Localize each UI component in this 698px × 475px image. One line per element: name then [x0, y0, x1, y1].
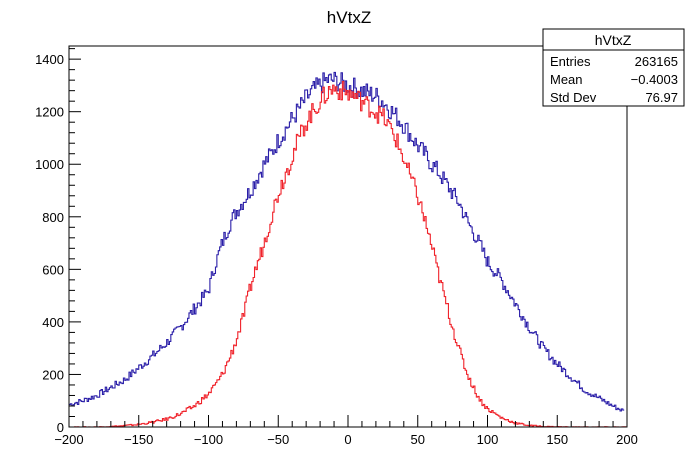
series-line-2	[69, 80, 627, 428]
x-tick-label: −50	[267, 432, 289, 447]
x-tick-label: −200	[54, 432, 83, 447]
stats-mean-label: Mean	[550, 72, 583, 87]
stats-stddev-value: 76.97	[645, 90, 678, 105]
stats-box: hVtxZ Entries 263165 Mean −0.4003 Std De…	[542, 28, 685, 107]
y-tick-label: 600	[42, 262, 64, 277]
y-tick-label: 200	[42, 367, 64, 382]
stats-entries-value: 263165	[635, 54, 678, 69]
y-tick-label: 1200	[35, 105, 64, 120]
stats-stddev-label: Std Dev	[550, 90, 597, 105]
stats-box-title: hVtxZ	[595, 32, 632, 48]
x-tick-label: 100	[477, 432, 499, 447]
y-tick-label: 1000	[35, 157, 64, 172]
y-tick-label: 400	[42, 315, 64, 330]
x-tick-label: 0	[344, 432, 351, 447]
x-tick-label: 50	[411, 432, 425, 447]
series-layer	[69, 71, 627, 428]
y-tick-label: 0	[57, 420, 64, 435]
chart-title: hVtxZ	[327, 8, 371, 27]
y-tick-label: 1400	[35, 52, 64, 67]
y-tick-label: 800	[42, 210, 64, 225]
x-tick-label: 200	[616, 432, 638, 447]
stats-mean-value: −0.4003	[631, 72, 678, 87]
stats-entries-label: Entries	[550, 54, 591, 69]
axis-layer: −200 −150 −100 −50 0 50 100 150 200 0 200 400 600 800…	[35, 48, 638, 447]
x-tick-label: −150	[124, 432, 153, 447]
series-line-1	[69, 71, 625, 412]
stats-box-frame	[542, 28, 685, 107]
x-tick-label: −100	[194, 432, 223, 447]
x-tick-label: 150	[546, 432, 568, 447]
